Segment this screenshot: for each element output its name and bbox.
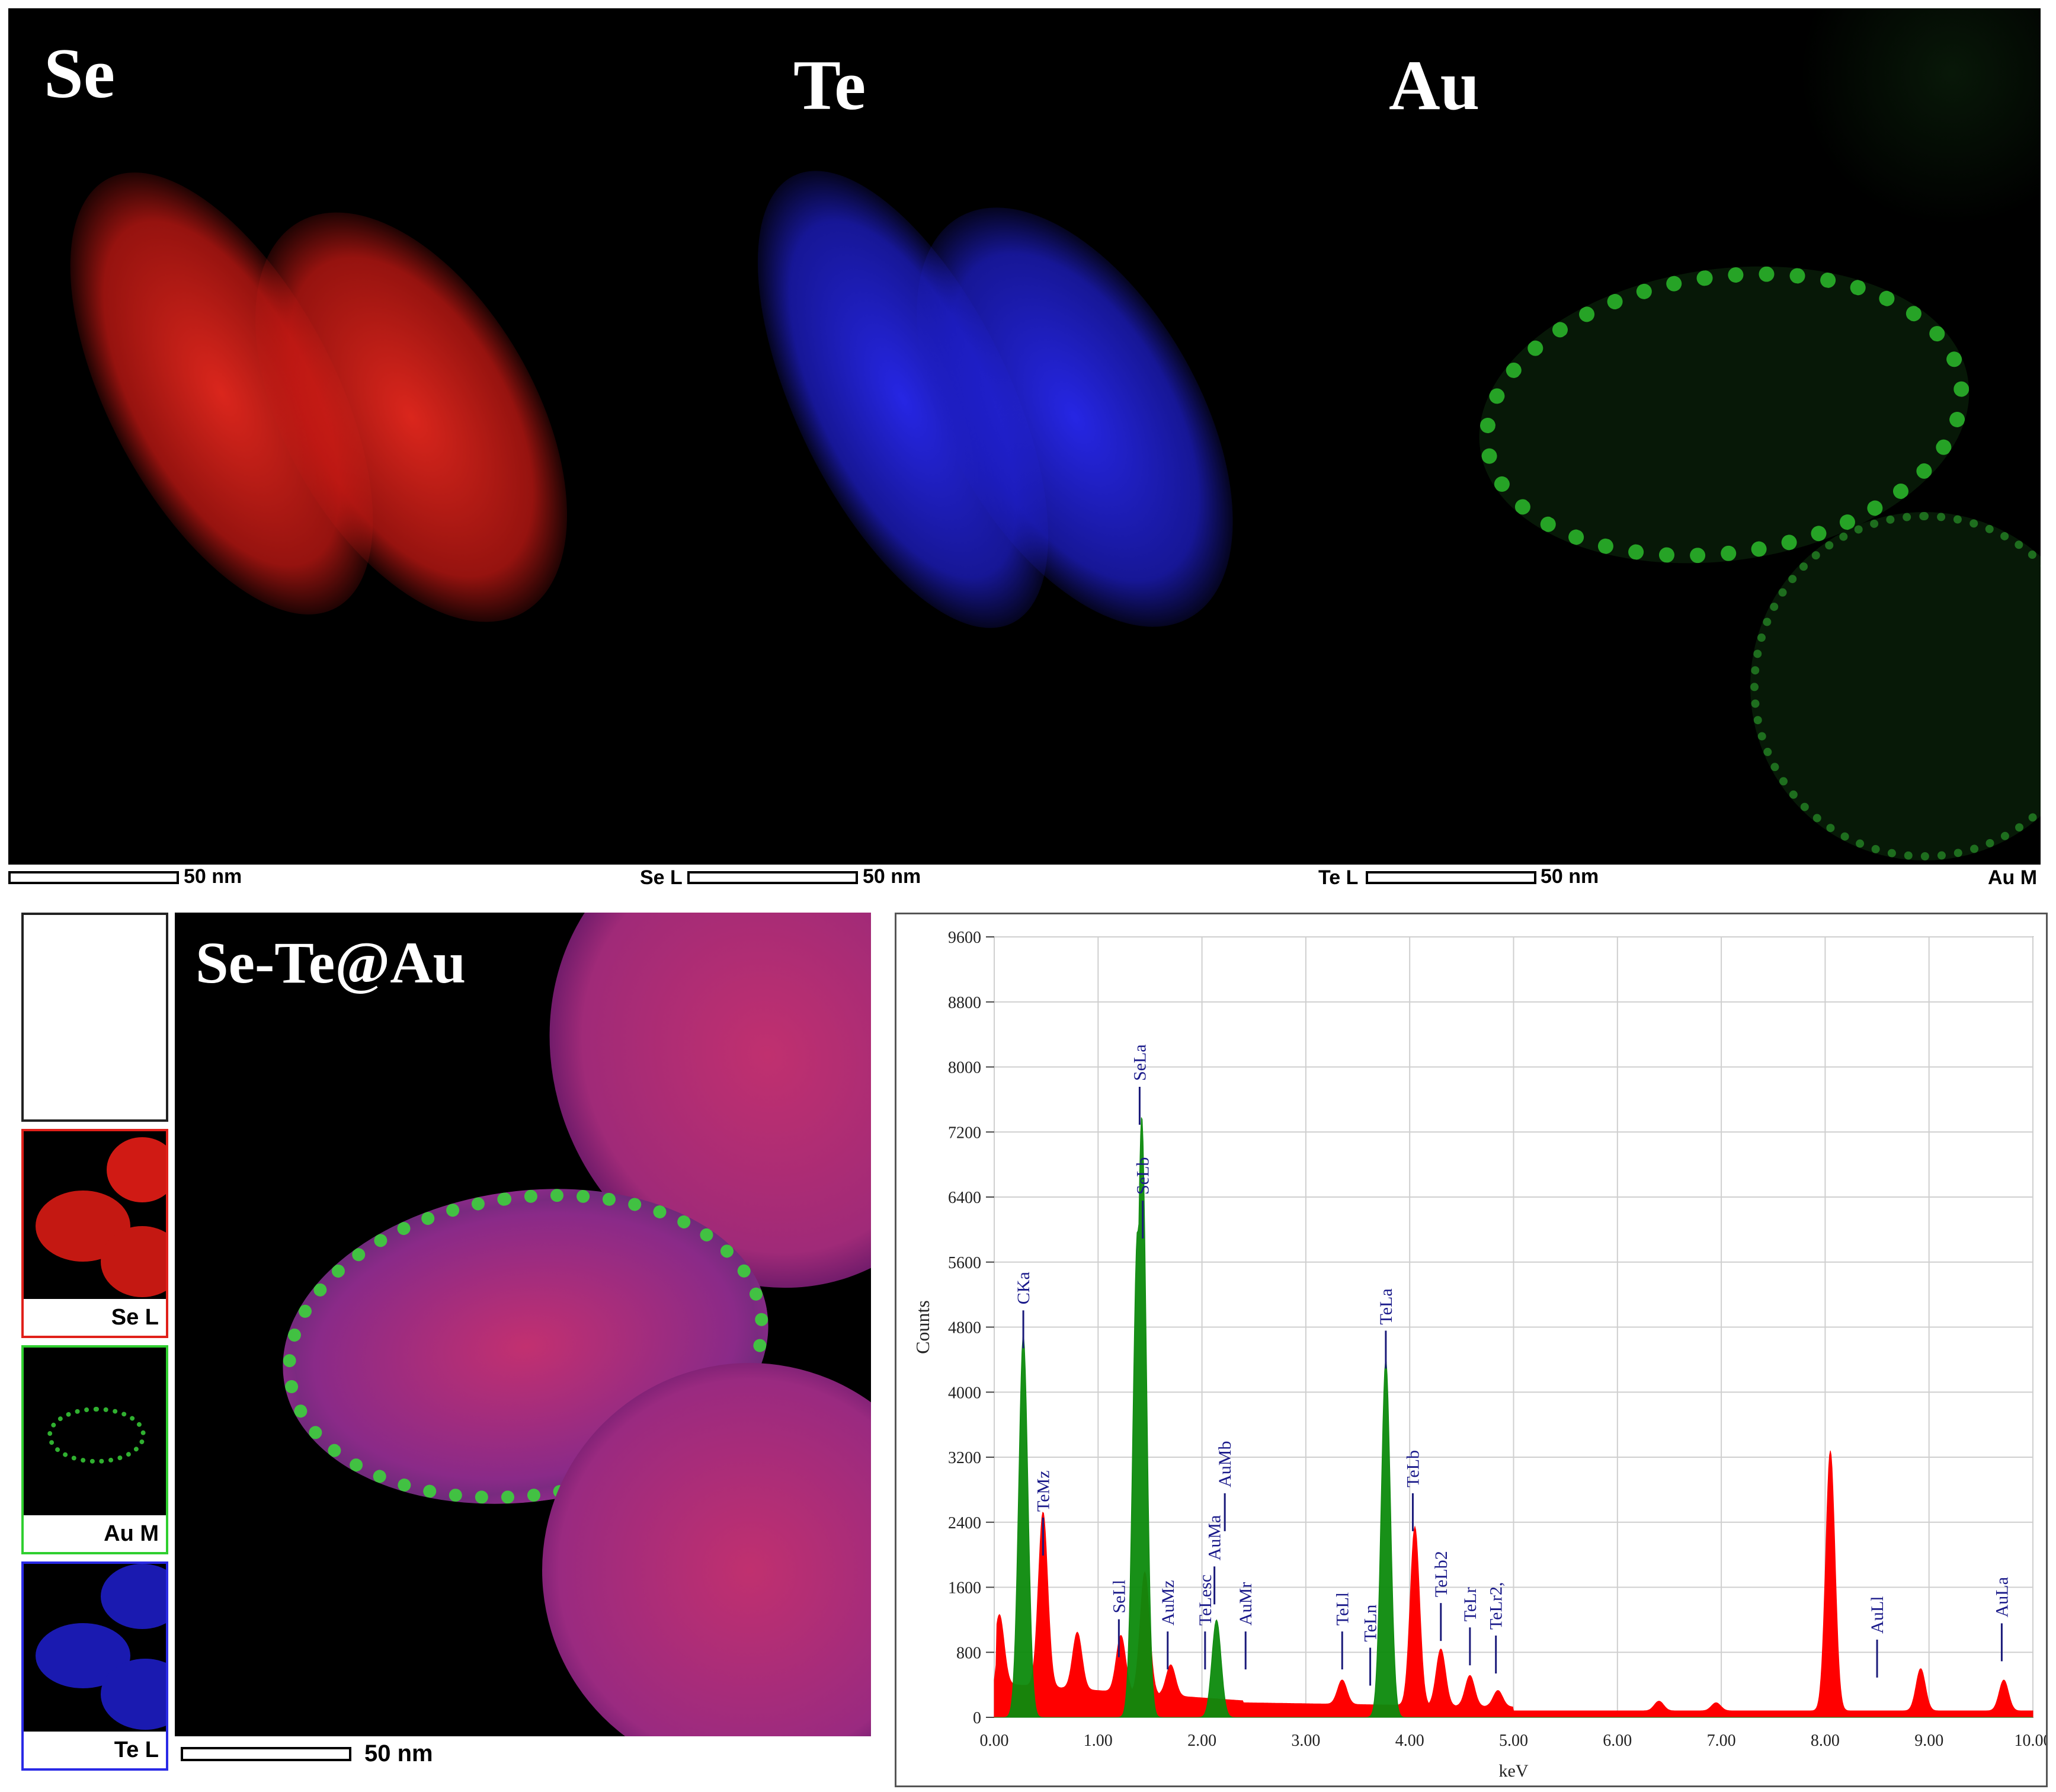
au-channel-label: Au M bbox=[1988, 866, 2038, 889]
y-tick-label: 1600 bbox=[948, 1579, 981, 1598]
thumb-se-blob-3 bbox=[101, 1226, 166, 1297]
peak-label: TeLb bbox=[1403, 1450, 1423, 1487]
x-tick-label: 9.00 bbox=[1914, 1732, 1943, 1750]
te-scalebar-length: 50 nm bbox=[863, 865, 921, 888]
thumb-au-shell bbox=[47, 1407, 146, 1464]
thumb-te-blob-1 bbox=[101, 1564, 166, 1629]
peak-label: TeMz bbox=[1033, 1470, 1053, 1512]
peak-label: SeLb bbox=[1133, 1157, 1153, 1195]
se-map-label: Se bbox=[44, 34, 115, 113]
te-scalebar bbox=[687, 871, 858, 884]
au-map-label: Au bbox=[1389, 46, 1480, 124]
thumb-se-blob-1 bbox=[107, 1137, 166, 1202]
x-tick-label: 0.00 bbox=[980, 1732, 1009, 1750]
overlay-title: Se-Te@Au bbox=[196, 930, 466, 996]
map-panel-row: Se Te Au bbox=[8, 8, 2041, 865]
se-channel-label: Se L bbox=[640, 866, 683, 889]
eds-spectrum: 0.00 1.00 2.00 3.00 4.00 5.00 6.00 7.00 8.00 9.00… bbox=[895, 913, 2052, 1787]
x-tick-label: 1.00 bbox=[1084, 1732, 1113, 1750]
te-map-label: Te bbox=[793, 46, 866, 124]
te-map bbox=[690, 8, 1371, 865]
thumbnail-blank bbox=[21, 913, 168, 1122]
au-scalebar bbox=[1366, 871, 1536, 884]
thumbnail-se-label: Se L bbox=[24, 1299, 166, 1336]
overlay-scalebar bbox=[181, 1747, 351, 1761]
peak-label: TeLn bbox=[1361, 1605, 1381, 1642]
te-channel-label: Te L bbox=[1318, 866, 1359, 889]
thumbnail-te: Te L bbox=[21, 1561, 168, 1771]
se-scalebar bbox=[8, 871, 179, 884]
x-tick-label: 5.00 bbox=[1499, 1732, 1528, 1750]
peak-label: CKa bbox=[1014, 1272, 1033, 1304]
se-scalebar-length: 50 nm bbox=[184, 865, 242, 888]
y-tick-label: 2400 bbox=[948, 1514, 981, 1532]
au-map bbox=[1371, 8, 2041, 865]
y-tick-label: 5600 bbox=[948, 1254, 981, 1272]
peak-label: AuMz bbox=[1158, 1580, 1178, 1625]
thumbnail-te-label: Te L bbox=[24, 1732, 166, 1768]
y-tick-label: 8800 bbox=[948, 994, 981, 1012]
peak-label: AuMb bbox=[1215, 1441, 1235, 1487]
x-tick-label: 2.00 bbox=[1187, 1732, 1216, 1750]
y-tick-label: 800 bbox=[956, 1644, 981, 1662]
peak-label: AuLa bbox=[1992, 1577, 2012, 1617]
au-scalebar-length: 50 nm bbox=[1541, 865, 1599, 888]
peak-label: TeLr2, bbox=[1487, 1582, 1506, 1630]
series-green-area bbox=[994, 1117, 2033, 1718]
au-shell-2 bbox=[1750, 512, 2041, 860]
peak-label: AuMa bbox=[1205, 1515, 1225, 1561]
peak-label: TeLb2 bbox=[1431, 1551, 1451, 1597]
overlay-scalebar-length: 50 nm bbox=[364, 1740, 433, 1767]
thumbnail-au-label: Au M bbox=[24, 1515, 166, 1552]
eds-spectrum-svg: 0.00 1.00 2.00 3.00 4.00 5.00 6.00 7.00 8.00 9.00… bbox=[912, 929, 2052, 1781]
peak-label: AuMr bbox=[1236, 1582, 1256, 1625]
y-tick-label: 6400 bbox=[948, 1189, 981, 1207]
peak-label: TeLesc bbox=[1196, 1575, 1215, 1625]
x-tick-label: 7.00 bbox=[1707, 1732, 1736, 1750]
peak-label: TeLr bbox=[1461, 1587, 1480, 1621]
peak-label: AuLl bbox=[1868, 1596, 1887, 1633]
x-tick-label: 10.00 bbox=[2015, 1732, 2047, 1750]
overlay-map: Se-Te@Au bbox=[175, 913, 871, 1736]
peak-label: SeLa bbox=[1130, 1044, 1149, 1081]
peak-label: TeLa bbox=[1376, 1288, 1396, 1324]
y-tick-label: 4800 bbox=[948, 1319, 981, 1337]
y-tick-label: 7200 bbox=[948, 1124, 981, 1142]
peak-label: SeLl bbox=[1109, 1580, 1129, 1614]
y-tick-label: 9600 bbox=[948, 929, 981, 947]
x-tick-label: 3.00 bbox=[1291, 1732, 1320, 1750]
x-axis-label: keV bbox=[1499, 1761, 1529, 1781]
thumbnail-au: Au M bbox=[21, 1345, 168, 1554]
y-axis-label: Counts bbox=[912, 1300, 933, 1354]
peak-label: TeLl bbox=[1333, 1592, 1352, 1625]
thumb-te-blob-3 bbox=[101, 1659, 166, 1730]
y-tick-label: 8000 bbox=[948, 1059, 981, 1077]
thumbnail-se: Se L bbox=[21, 1129, 168, 1338]
x-tick-label: 4.00 bbox=[1395, 1732, 1424, 1750]
y-tick-label: 3200 bbox=[948, 1449, 981, 1467]
y-tick-label: 4000 bbox=[948, 1384, 981, 1402]
x-tick-label: 6.00 bbox=[1603, 1732, 1632, 1750]
se-map bbox=[8, 8, 690, 865]
x-tick-label: 8.00 bbox=[1811, 1732, 1840, 1750]
series-red-area bbox=[994, 1450, 2033, 1718]
y-tick-label: 0 bbox=[973, 1709, 981, 1727]
au-glow bbox=[1798, 8, 2041, 228]
